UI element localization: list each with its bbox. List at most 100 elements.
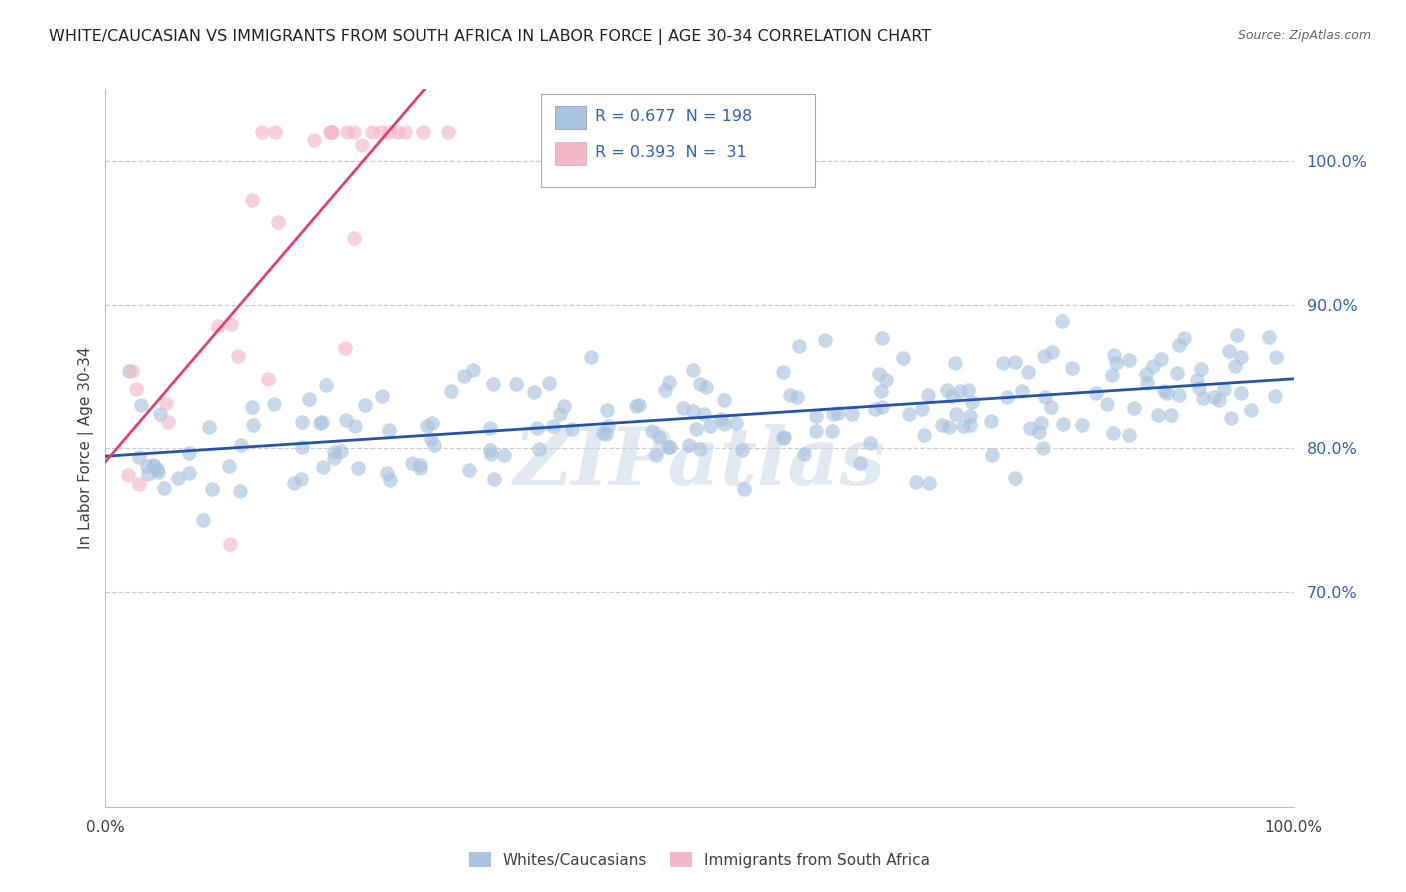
Point [347, 460, 370, 475]
Text: ZIPatlas: ZIPatlas [513, 424, 886, 501]
Point [1167, 387, 1189, 401]
Point [336, 125, 359, 139]
Point [1240, 402, 1263, 417]
Point [806, 425, 828, 439]
Text: R = 0.677  N = 198: R = 0.677 N = 198 [595, 110, 752, 124]
Point [865, 402, 887, 417]
Point [647, 429, 669, 443]
Point [264, 125, 287, 139]
Point [482, 472, 505, 486]
Point [1105, 356, 1128, 370]
Point [155, 395, 177, 409]
Point [322, 445, 344, 459]
Point [315, 378, 337, 392]
Point [352, 137, 374, 152]
Point [849, 456, 872, 470]
Point [596, 418, 619, 433]
Point [321, 125, 343, 139]
Point [624, 400, 647, 414]
Text: R = 0.393  N =  31: R = 0.393 N = 31 [595, 145, 747, 160]
Point [595, 427, 617, 442]
Point [1052, 417, 1074, 431]
Point [1147, 408, 1170, 422]
Point [125, 382, 148, 396]
Point [935, 383, 957, 397]
Point [814, 334, 837, 348]
Point [440, 384, 463, 398]
Point [912, 427, 935, 442]
Point [149, 407, 172, 421]
Point [409, 458, 432, 473]
Point [1192, 391, 1215, 405]
Point [949, 384, 972, 398]
Point [256, 372, 278, 386]
Point [308, 416, 330, 430]
Point [779, 388, 801, 402]
Point [945, 356, 967, 370]
Text: Source: ZipAtlas.com: Source: ZipAtlas.com [1237, 29, 1371, 42]
Point [1226, 327, 1249, 342]
Point [869, 384, 891, 399]
Point [335, 413, 357, 427]
Point [143, 458, 166, 473]
Point [436, 125, 458, 139]
Point [1062, 361, 1084, 376]
Point [167, 471, 190, 485]
Point [804, 409, 827, 423]
Point [945, 407, 967, 421]
Point [644, 449, 666, 463]
Point [1156, 386, 1178, 401]
Point [361, 125, 384, 139]
Point [1168, 338, 1191, 352]
Point [553, 399, 575, 413]
Point [1188, 380, 1211, 394]
Point [891, 351, 914, 365]
Point [910, 402, 932, 417]
Point [201, 482, 224, 496]
Point [699, 419, 721, 434]
Point [177, 466, 200, 480]
Point [267, 215, 290, 229]
Point [242, 418, 264, 433]
Y-axis label: In Labor Force | Age 30-34: In Labor Force | Age 30-34 [79, 347, 94, 549]
Point [941, 389, 963, 403]
Point [786, 390, 808, 404]
Point [218, 458, 240, 473]
Point [1033, 390, 1056, 404]
Point [378, 423, 401, 437]
Point [541, 418, 564, 433]
Point [146, 465, 169, 479]
Point [1212, 382, 1234, 396]
Point [1123, 401, 1146, 416]
Legend: Whites/Caucasians, Immigrants from South Africa: Whites/Caucasians, Immigrants from South… [470, 853, 929, 868]
Point [938, 420, 960, 434]
Point [1208, 392, 1230, 407]
Point [993, 356, 1015, 370]
Point [387, 125, 409, 139]
Point [198, 420, 221, 434]
Point [463, 363, 485, 377]
Point [1095, 397, 1118, 411]
Point [1052, 314, 1074, 328]
Point [263, 397, 285, 411]
Point [311, 415, 333, 429]
Point [772, 365, 794, 379]
Point [1135, 368, 1157, 382]
Point [380, 473, 402, 487]
Point [1019, 421, 1042, 435]
Point [157, 415, 180, 429]
Point [904, 475, 927, 490]
Point [330, 444, 353, 458]
Point [1101, 368, 1123, 382]
Point [523, 384, 546, 399]
Point [145, 462, 167, 476]
Point [657, 440, 679, 454]
Point [561, 422, 583, 436]
Point [136, 467, 159, 482]
Point [918, 476, 941, 491]
Point [218, 536, 240, 550]
Point [240, 400, 263, 414]
Point [290, 415, 312, 429]
Point [682, 404, 704, 418]
Point [457, 462, 479, 476]
